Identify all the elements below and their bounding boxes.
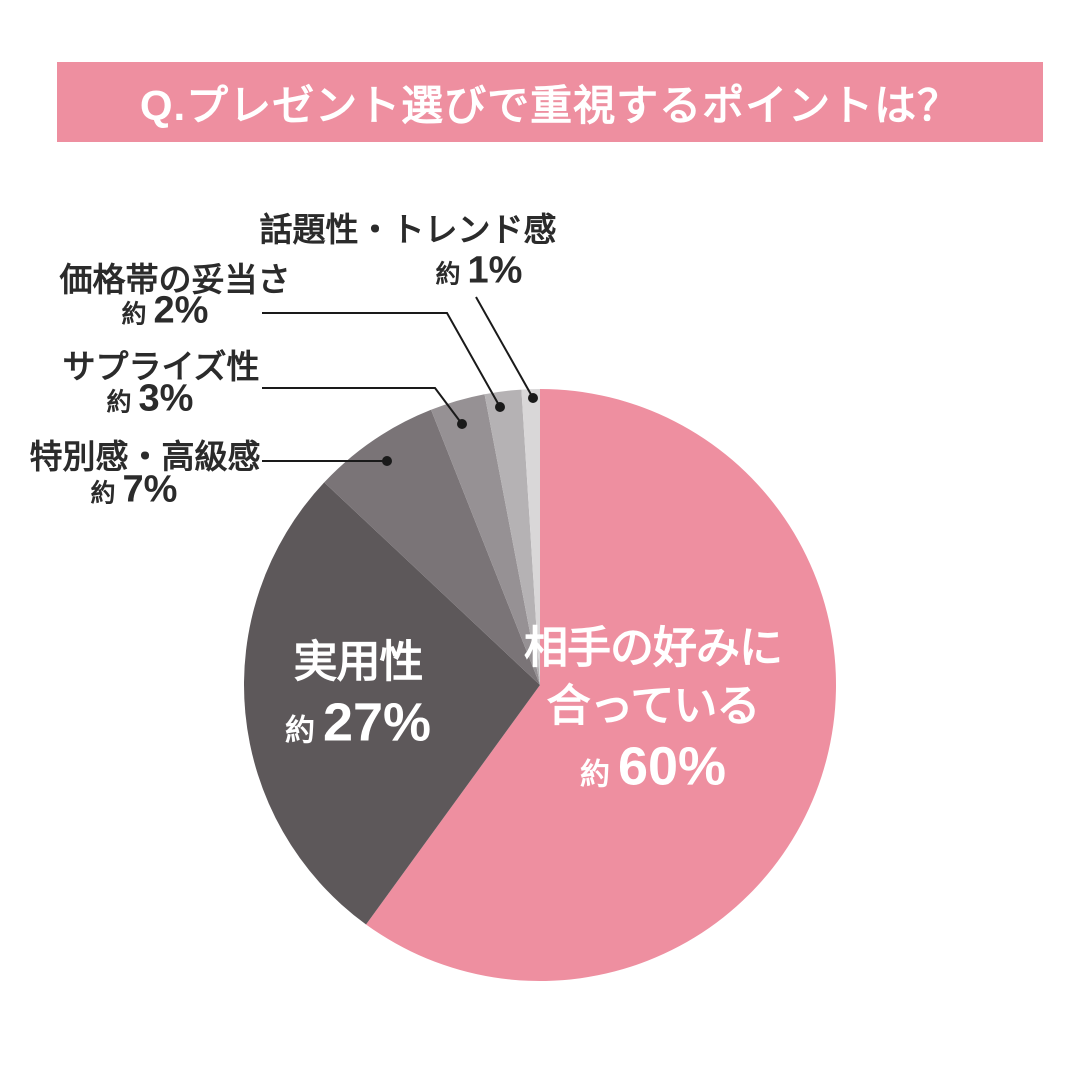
pie-slice-3: [324, 409, 540, 685]
percent-match-preference: 60%: [617, 736, 727, 797]
label-match-preference: 相手の好みに 合っている 約 60%: [524, 620, 783, 807]
label-price-range: 価格帯の妥当さ: [59, 261, 291, 298]
value-surprise: 約 3%: [107, 378, 194, 421]
value-price-range: 約 2%: [122, 290, 209, 333]
label-special: 特別感・高級感: [29, 438, 261, 475]
pie-slice-6: [521, 389, 540, 685]
label-trend: 話題性・トレンド感: [259, 211, 557, 248]
pie-slice-1: [366, 389, 837, 981]
label-match-preference-line2: 合っている: [546, 681, 761, 731]
pie-slice-4: [431, 394, 540, 685]
question-banner: Q.プレゼント選びで重視するポイントは？: [57, 62, 1043, 142]
leader-dot-special: [382, 456, 392, 466]
leader-line-trend: [475, 296, 534, 399]
approx-prefix-practicality: 約: [284, 714, 315, 748]
leader-dot-trend: [528, 393, 538, 403]
percent-price-range: 2%: [153, 289, 209, 332]
label-practicality-name: 実用性: [293, 637, 424, 687]
pie-slice-5: [484, 389, 540, 685]
approx-prefix-trend: 約: [435, 260, 461, 289]
leader-line-price-range: [262, 312, 501, 408]
question-title: Q.プレゼント選びで重視するポイントは？: [139, 81, 961, 129]
leader-dot-surprise: [457, 419, 467, 429]
value-practicality: 約 27%: [285, 692, 431, 763]
approx-prefix-special: 約: [90, 479, 116, 508]
percent-trend: 1%: [467, 249, 523, 292]
label-surprise: サプライズ性: [62, 348, 260, 385]
approx-prefix-match-preference: 約: [579, 758, 610, 792]
leader-line-surprise: [262, 387, 463, 425]
value-trend: 約 1%: [436, 250, 523, 293]
label-practicality: 実用性 約 27%: [285, 634, 431, 763]
leader-dot-price-range: [495, 402, 505, 412]
value-match-preference: 約 60%: [524, 736, 782, 807]
pie-slice-2: [244, 482, 540, 925]
percent-special: 7%: [122, 468, 178, 511]
value-special: 約 7%: [91, 469, 178, 512]
approx-prefix-surprise: 約: [106, 388, 132, 417]
percent-surprise: 3%: [138, 377, 194, 420]
approx-prefix-price-range: 約: [121, 300, 147, 329]
label-match-preference-line1: 相手の好みに: [524, 623, 783, 673]
percent-practicality: 27%: [322, 692, 432, 753]
